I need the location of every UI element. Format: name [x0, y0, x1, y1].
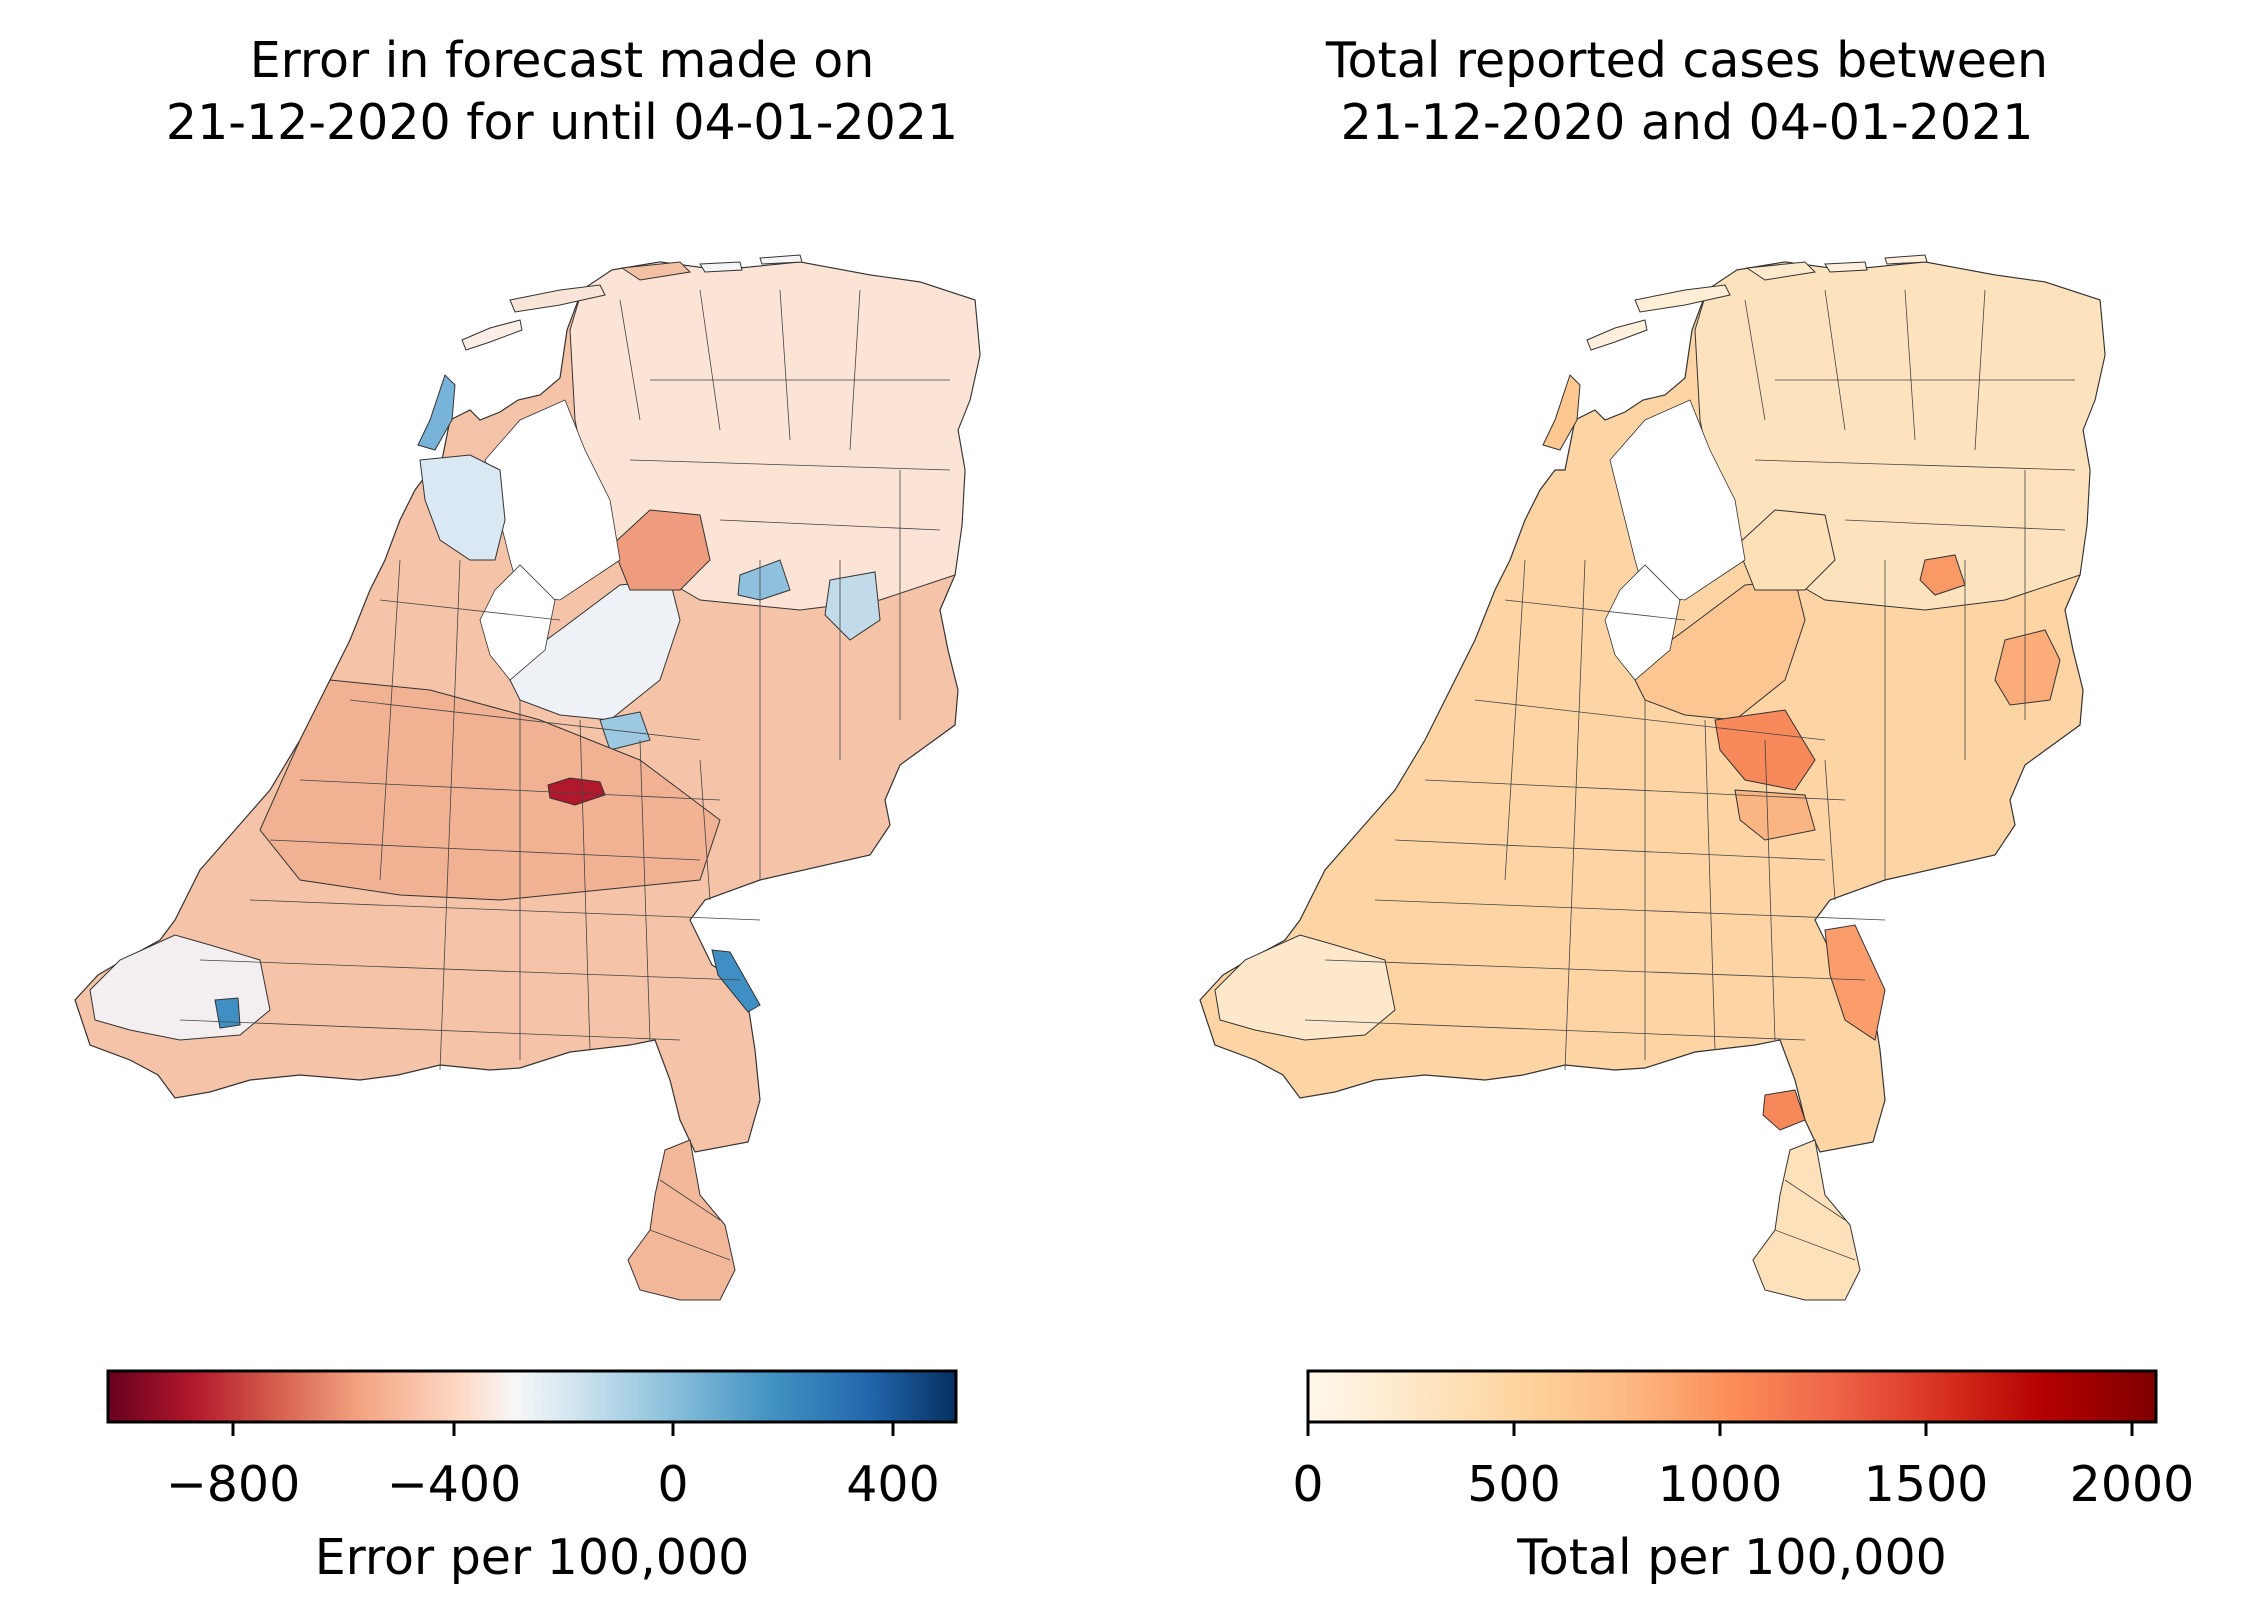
right-title-line-2: 21-12-2020 and 04-01-2021	[1340, 94, 2034, 151]
left-tick-label: −800	[165, 1456, 301, 1513]
left-east-blue-2	[824, 571, 881, 641]
panel-error-map: Error in forecast made on 21-12-2020 for…	[0, 0, 1124, 1624]
right-island-texel	[1542, 374, 1581, 451]
right-tick-label: 2000	[2069, 1456, 2195, 1513]
right-map-svg	[1199, 254, 2106, 1301]
left-island-terschelling	[509, 284, 606, 313]
panel-cases-map: Total reported cases between 21-12-2020 …	[1125, 0, 2249, 1624]
right-tick-label: 1500	[1863, 1456, 1989, 1513]
left-municipality-borders	[179, 289, 951, 1261]
left-island-texel	[417, 374, 456, 451]
left-tick-label: −400	[386, 1456, 522, 1513]
right-colorbar	[1306, 1369, 2158, 1436]
left-zeeland-blue	[214, 997, 241, 1029]
left-north-holland	[419, 454, 506, 561]
left-title-line-2: 21-12-2020 for until 04-01-2021	[165, 94, 959, 151]
right-hotspot-south	[1762, 1089, 1806, 1131]
right-ijsselmeer	[1609, 399, 1746, 601]
left-east-blue-1	[737, 559, 791, 601]
left-colorbar-label: Error per 100,000	[314, 1529, 750, 1586]
right-hotspot-centre-2	[1734, 789, 1816, 841]
left-colorbar-gradient	[106, 1369, 958, 1424]
left-markermeer	[479, 564, 556, 681]
right-map-title: Total reported cases between 21-12-2020 …	[1125, 30, 2249, 154]
left-tick-label: 0	[657, 1456, 689, 1513]
right-flevoland-north	[1736, 509, 1836, 591]
right-limburg-south	[1752, 1139, 1861, 1301]
right-hotspot-east-strip	[1824, 924, 1886, 1041]
right-markermeer	[1604, 564, 1681, 681]
right-island-vlieland	[1586, 319, 1648, 351]
left-island-vlieland	[461, 319, 523, 351]
right-island-terschelling	[1634, 284, 1731, 313]
right-island-schier	[1824, 261, 1868, 273]
left-island-schier	[699, 261, 743, 273]
right-island-ameland	[1745, 261, 1817, 281]
left-centre-blue	[599, 711, 651, 751]
right-municipality-borders	[1304, 289, 2076, 1261]
right-colorbar-label: Total per 100,000	[1517, 1529, 1947, 1586]
left-east-blue-stripe	[711, 949, 761, 1013]
left-ijsselmeer	[484, 399, 621, 601]
right-hotspot-east-1	[1919, 554, 1966, 596]
right-tick-label: 1000	[1657, 1456, 1783, 1513]
left-map-title: Error in forecast made on 21-12-2020 for…	[0, 30, 1124, 154]
right-title-line-1: Total reported cases between	[1325, 32, 2049, 89]
right-island-rottumeroog	[1884, 254, 1928, 265]
right-tick-label: 500	[1467, 1456, 1561, 1513]
left-limburg-south	[627, 1139, 736, 1301]
left-map-svg	[74, 254, 981, 1301]
left-flevoland-north	[611, 509, 711, 591]
left-tick-label: 400	[846, 1456, 940, 1513]
right-tick-label: 0	[1292, 1456, 1324, 1513]
left-island-ameland	[620, 261, 692, 281]
right-colorbar-gradient	[1306, 1369, 2158, 1424]
left-title-line-1: Error in forecast made on	[249, 32, 875, 89]
left-island-rottumeroog	[759, 254, 803, 265]
left-hotspot	[547, 777, 606, 806]
right-hotspot-east-2	[1994, 629, 2061, 706]
left-colorbar	[106, 1369, 958, 1436]
